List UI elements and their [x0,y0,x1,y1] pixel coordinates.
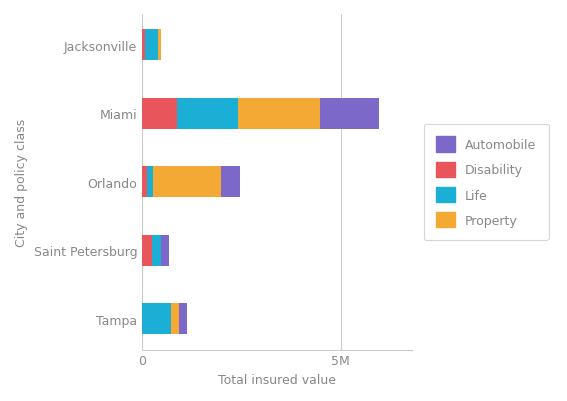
Bar [221,167,240,198]
Bar [142,167,147,198]
X-axis label: Total insured value: Total insured value [218,373,336,386]
Bar [151,235,161,266]
Bar [147,167,153,198]
Bar [179,304,187,334]
Bar [142,304,171,334]
Bar [142,235,151,266]
Bar [320,99,379,130]
Bar [239,99,320,130]
Bar [177,99,239,130]
Bar [153,167,221,198]
Legend: Automobile, Disability, Life, Property: Automobile, Disability, Life, Property [424,124,549,240]
Bar [161,235,169,266]
Bar [142,30,145,61]
Bar [142,99,177,130]
Y-axis label: City and policy class: City and policy class [15,118,28,246]
Bar [171,304,179,334]
Bar [145,30,158,61]
Bar [158,30,161,61]
